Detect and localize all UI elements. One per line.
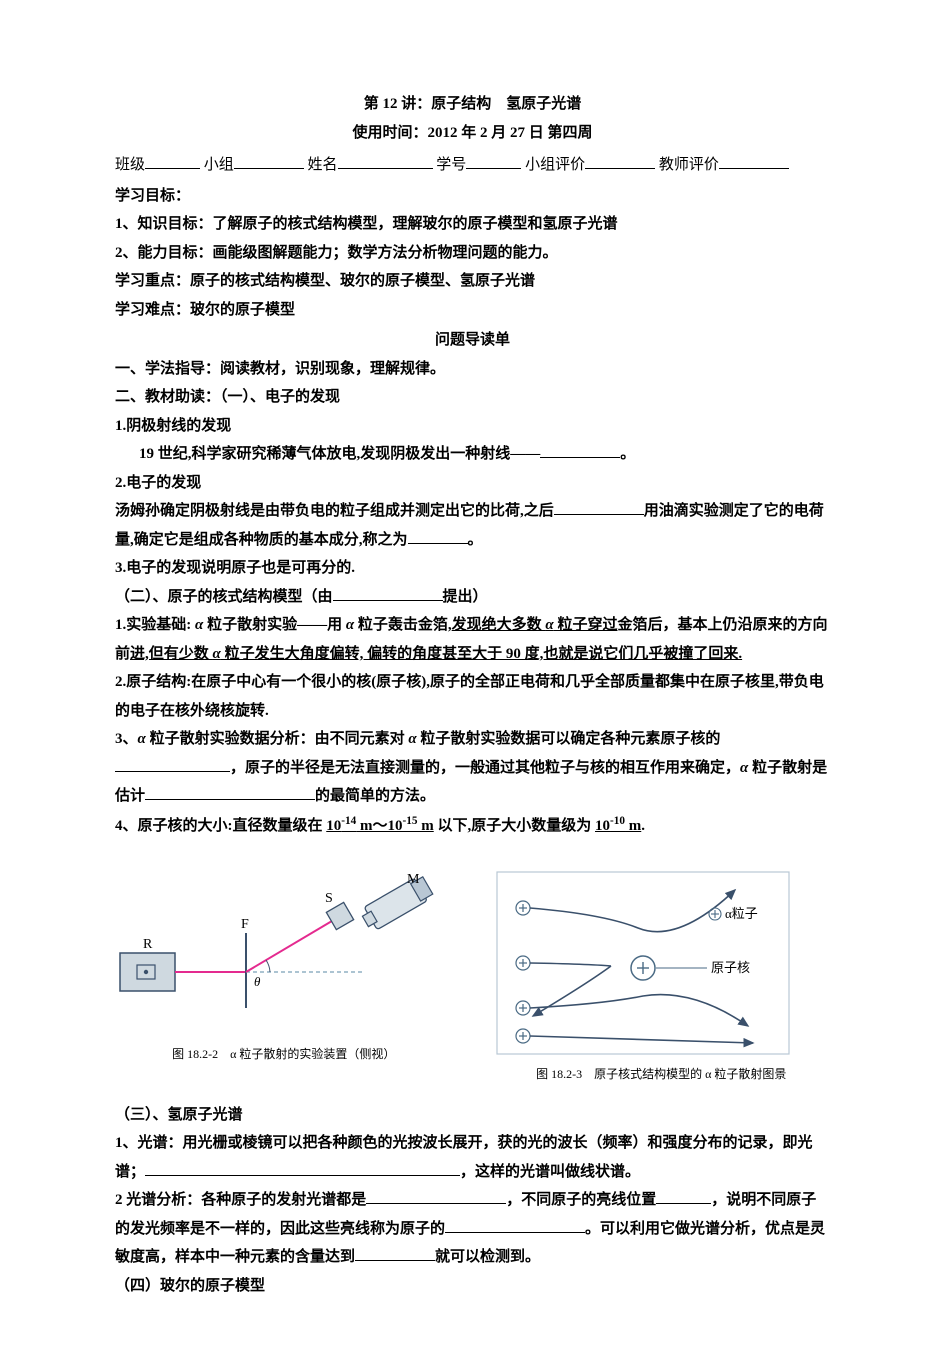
info-row: 班级 小组 姓名 学号 小组评价 教师评价 xyxy=(115,151,830,180)
label-teacher-eval: 教师评价 xyxy=(659,157,719,173)
atom-divisible: 3.电子的发现说明原子也是可再分的. xyxy=(115,554,830,583)
blank-group[interactable] xyxy=(234,154,304,169)
textbook-reading: 二、教材助读：（一）、电子的发现 xyxy=(115,383,830,412)
scattering-experiment: 1.实验基础: α 粒子散射实验——用 α 粒子轰击金箔,发现绝大多数 α 粒子… xyxy=(115,611,830,668)
nuclear-scattering-diagram: 原子核 α粒子 xyxy=(493,868,793,1058)
blank-name[interactable] xyxy=(338,154,433,169)
svg-text:原子核: 原子核 xyxy=(711,960,750,975)
difficulty: 学习难点：玻尔的原子模型 xyxy=(115,296,830,325)
blank-class[interactable] xyxy=(145,154,200,169)
blank-emission-type[interactable] xyxy=(366,1189,506,1204)
electron-discovery-text: 汤姆孙确定阴极射线是由带负电的粒子组成并测定出它的比荷,之后用油滴实验测定了它的… xyxy=(115,497,830,554)
label-name: 姓名 xyxy=(308,157,338,173)
blank-position[interactable] xyxy=(656,1189,711,1204)
label-id: 学号 xyxy=(436,157,466,173)
figures-row: R F θ S M 图 18.2-2 α 粒子散射的实验装置（侧视） xyxy=(115,868,830,1083)
blank-group-eval[interactable] xyxy=(585,154,655,169)
objective-2: 2、能力目标：画能级图解题能力；数学方法分析物理问题的能力。 xyxy=(115,239,830,268)
blank-detection-limit[interactable] xyxy=(355,1246,435,1261)
blank-scientist[interactable] xyxy=(554,500,644,515)
figure-right: 原子核 α粒子 xyxy=(493,868,831,1083)
objective-1: 1、知识目标：了解原子的核式结构模型，理解玻尔的原子模型和氢原子光谱 xyxy=(115,210,830,239)
svg-text:α粒子: α粒子 xyxy=(725,906,758,921)
figure-left: R F θ S M 图 18.2-2 α 粒子散射的实验装置（侧视） xyxy=(115,868,453,1063)
nucleus-size: 4、原子核的大小:直径数量级在 10-14 m～10-15 m 以下,原子大小数… xyxy=(115,811,830,841)
svg-text:R: R xyxy=(143,937,153,952)
lecture-subtitle: 使用时间：2012 年 2 月 27 日 第四周 xyxy=(115,119,830,148)
svg-text:S: S xyxy=(325,891,333,906)
hydrogen-spectrum-heading: （三）、氢原子光谱 xyxy=(115,1101,830,1130)
blank-estimate[interactable] xyxy=(145,785,315,800)
label-group: 小组 xyxy=(204,157,234,173)
nuclear-model-heading: （二）、原子的核式结构模型（由提出） xyxy=(115,583,830,612)
method-guide: 一、学法指导：阅读教材，识别现象，理解规律。 xyxy=(115,355,830,384)
objectives-heading: 学习目标： xyxy=(115,182,830,211)
lecture-title: 第 12 讲：原子结构 氢原子光谱 xyxy=(115,90,830,119)
blank-teacher-eval[interactable] xyxy=(719,154,789,169)
cathode-ray-text: 19 世纪,科学家研究稀薄气体放电,发现阴极发出一种射线——。 xyxy=(115,440,830,469)
label-group-eval: 小组评价 xyxy=(525,157,585,173)
blank-id[interactable] xyxy=(466,154,521,169)
blank-nucleus-property[interactable] xyxy=(115,757,230,772)
atom-structure: 2.原子结构:在原子中心有一个很小的核(原子核),原子的全部正电荷和几乎全部质量… xyxy=(115,668,830,725)
label-class: 班级 xyxy=(115,157,145,173)
svg-text:M: M xyxy=(407,872,420,887)
focus: 学习重点：原子的核式结构模型、玻尔的原子模型、氢原子光谱 xyxy=(115,267,830,296)
bohr-model-heading: （四）玻尔的原子模型 xyxy=(115,1272,830,1301)
spectrum-analysis: 2 光谱分析：各种原子的发射光谱都是，不同原子的亮线位置，说明不同原子的发光频率… xyxy=(115,1186,830,1272)
cathode-ray-heading: 1.阴极射线的发现 xyxy=(115,412,830,441)
guide-title: 问题导读单 xyxy=(115,326,830,355)
blank-proposer[interactable] xyxy=(333,586,443,601)
figure-right-caption: 图 18.2-3 原子核式结构模型的 α 粒子散射图景 xyxy=(493,1066,831,1083)
blank-characteristic[interactable] xyxy=(445,1218,585,1233)
spectrum-def: 1、光谱：用光栅或棱镜可以把各种颜色的光按波长展开，获的光的波长（频率）和强度分… xyxy=(115,1129,830,1186)
scattering-apparatus-diagram: R F θ S M xyxy=(115,868,445,1038)
scattering-analysis: 3、α 粒子散射实验数据分析：由不同元素对 α 粒子散射实验数据可以确定各种元素… xyxy=(115,725,830,811)
blank-particle-name[interactable] xyxy=(408,529,468,544)
svg-text:F: F xyxy=(241,917,249,932)
electron-discovery-heading: 2.电子的发现 xyxy=(115,469,830,498)
figure-left-caption: 图 18.2-2 α 粒子散射的实验装置（侧视） xyxy=(115,1046,453,1063)
svg-text:θ: θ xyxy=(254,974,261,989)
blank-cathode-ray[interactable] xyxy=(540,443,620,458)
blank-line-spectrum[interactable] xyxy=(145,1161,460,1176)
